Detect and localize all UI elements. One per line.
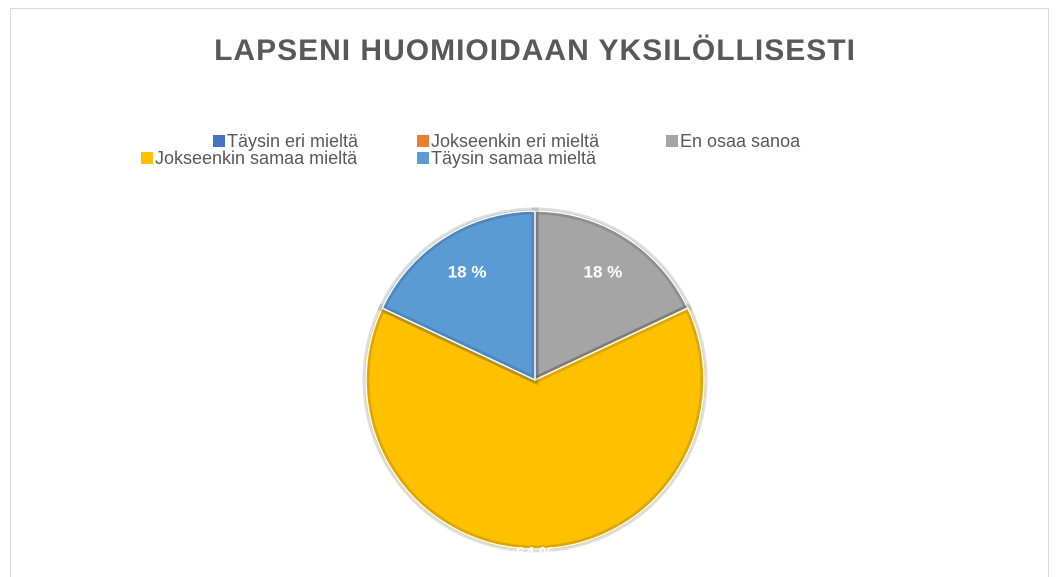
legend-swatch [417, 152, 429, 164]
legend-label: Jokseenkin eri mieltä [431, 131, 600, 151]
slice-edge [534, 210, 689, 382]
slice-edge [365, 307, 705, 550]
legend-swatch [666, 135, 678, 147]
legend-swatch [213, 135, 225, 147]
value-label: 18 % [448, 262, 487, 281]
chart-title: LAPSENI HUOMIOIDAAN YKSILÖLLISESTI [214, 34, 856, 67]
legend-label: Täysin eri mieltä [227, 131, 359, 151]
legend-label: Täysin samaa mieltä [431, 148, 597, 168]
slice-edge [381, 210, 536, 382]
legend-label: En osaa sanoa [680, 131, 801, 151]
legend-swatch [417, 135, 429, 147]
legend-label: Jokseenkin samaa mieltä [155, 148, 358, 168]
value-label: 18 % [584, 262, 623, 281]
legend-swatch [141, 152, 153, 164]
value-label: 64 % [516, 544, 555, 563]
